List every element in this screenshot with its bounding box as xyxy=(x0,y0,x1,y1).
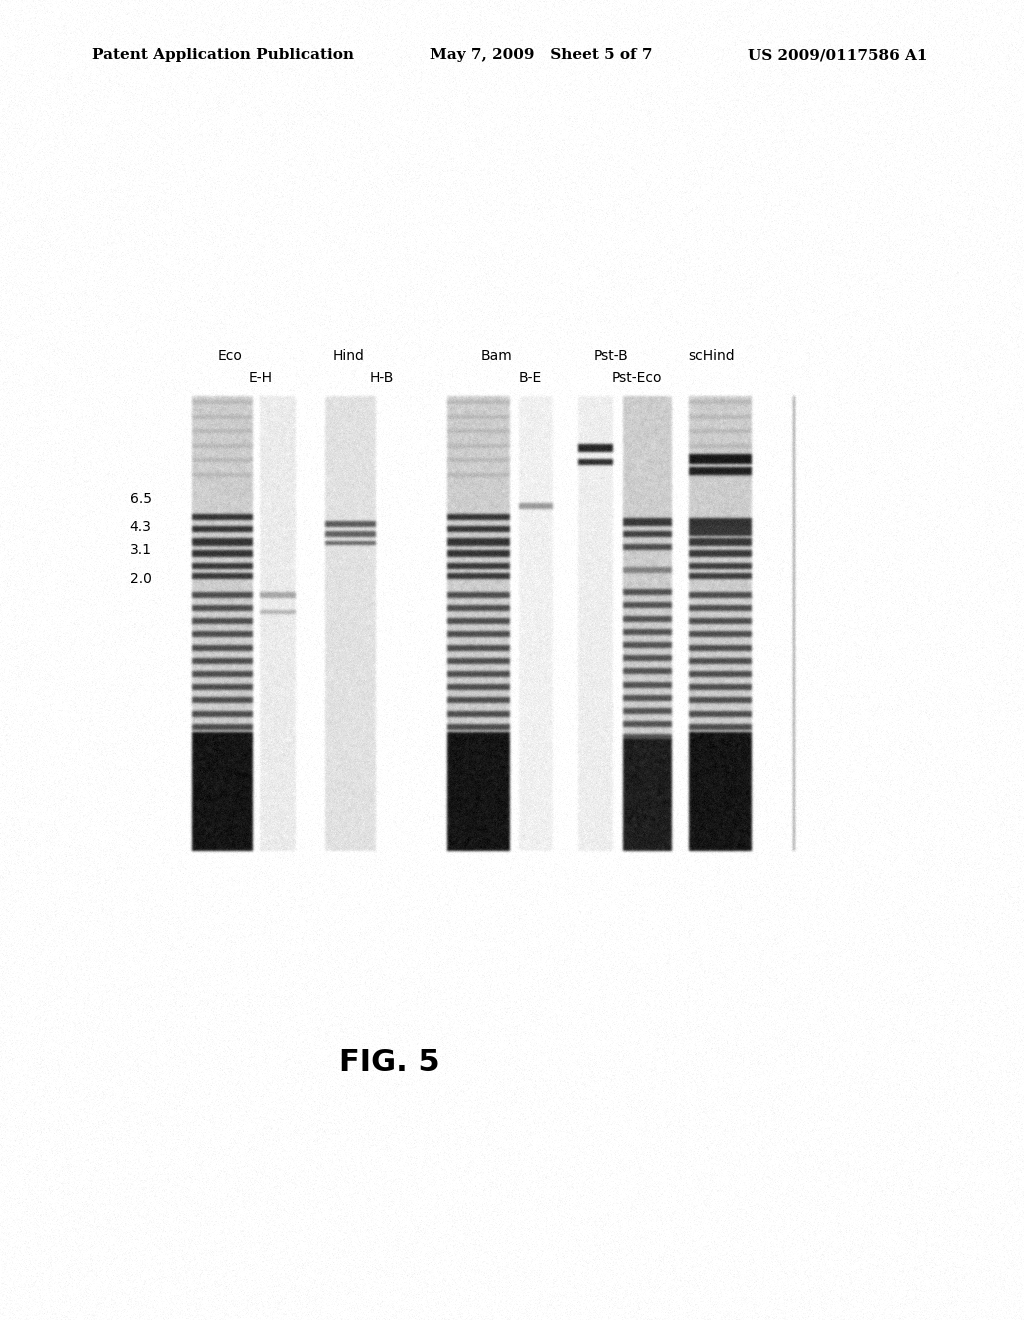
Text: Eco: Eco xyxy=(218,350,243,363)
Text: H-B: H-B xyxy=(370,371,394,384)
Text: Pst-Eco: Pst-Eco xyxy=(611,371,663,384)
Text: Hind: Hind xyxy=(332,350,365,363)
Text: scHind: scHind xyxy=(688,350,735,363)
Text: US 2009/0117586 A1: US 2009/0117586 A1 xyxy=(748,49,927,62)
Text: B-E: B-E xyxy=(519,371,542,384)
Text: Pst-B: Pst-B xyxy=(594,350,629,363)
Text: May 7, 2009   Sheet 5 of 7: May 7, 2009 Sheet 5 of 7 xyxy=(430,49,652,62)
Text: Bam: Bam xyxy=(480,350,513,363)
Text: 4.3: 4.3 xyxy=(130,520,152,533)
Text: E-H: E-H xyxy=(249,371,273,384)
Text: 6.5: 6.5 xyxy=(130,492,152,506)
Text: 3.1: 3.1 xyxy=(130,544,152,557)
Text: Patent Application Publication: Patent Application Publication xyxy=(92,49,354,62)
Text: 2.0: 2.0 xyxy=(130,573,152,586)
Text: FIG. 5: FIG. 5 xyxy=(339,1048,439,1077)
